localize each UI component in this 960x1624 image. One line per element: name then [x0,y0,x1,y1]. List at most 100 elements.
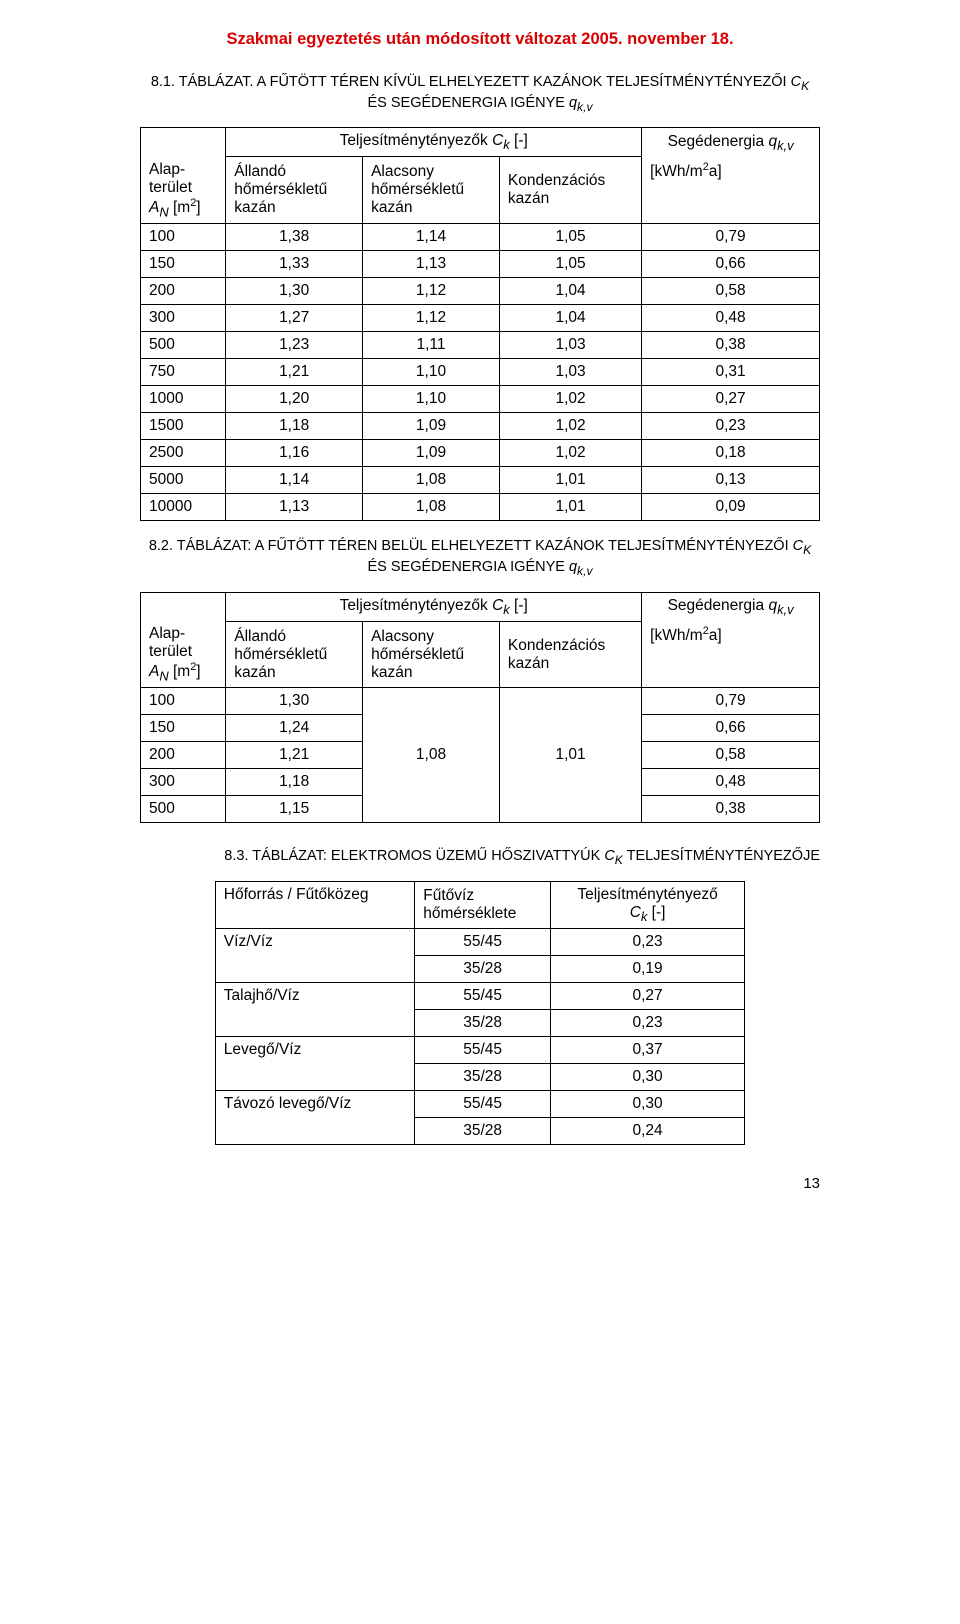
table-cell: 1,15 [226,796,363,823]
table-cell: 1,02 [499,413,641,440]
table-row: 1001,301,081,010,79 [141,688,820,715]
t1-h-const-a: Állandó [234,163,286,180]
caption-1-q-var: q [569,95,577,111]
table-cell: 0,58 [642,278,820,305]
table-cell: 1,12 [363,305,500,332]
t1-h-area: Alap- terület AN [m2] [141,157,226,224]
table-cell: 1,01 [499,467,641,494]
table-cell: 1,13 [363,251,500,278]
caption-3-ck-sub: K [615,853,623,867]
table-cell: 0,23 [550,1009,744,1036]
table-cell: 1,16 [226,440,363,467]
t1-h-low-a: Alacsony [371,163,434,180]
table-cell: 300 [141,305,226,332]
caption-2-ck-var: C [793,538,803,554]
caption-2-text-b: ÉS SEGÉDENERGIA IGÉNYE [368,559,569,575]
table-cell: 1,08 [363,467,500,494]
table-3-caption: 8.3. TÁBLÁZAT: ELEKTROMOS ÜZEMŰ HŐSZIVAT… [140,847,820,868]
table-cell: 0,19 [550,955,744,982]
t2-h-kwh-b: a] [709,627,722,644]
table-cell: 1,14 [226,467,363,494]
t2-h-aux-sub: k,v [777,602,794,617]
table-2-header-row-1: Teljesítménytényezők Ck [-] Segédenergia… [141,592,820,621]
table-cell: 300 [141,769,226,796]
table-cell: 35/28 [415,1117,551,1144]
table-cell: 1,38 [226,224,363,251]
table-cell: 55/45 [415,1036,551,1063]
t1-h-cond-a: Kondenzációs [508,172,605,189]
table-cell: 35/28 [415,1009,551,1036]
caption-1-ck-sub: K [801,79,809,93]
table-cell: 0,48 [642,769,820,796]
table-2-body: 1001,301,081,010,791501,240,662001,210,5… [141,688,820,823]
table-row: Talajhő/Víz55/450,27 [215,982,744,1009]
table-row: 3001,271,121,040,48 [141,305,820,332]
table-cell: 1,27 [226,305,363,332]
table-cell: 1,05 [499,224,641,251]
caption-1-text-b: ÉS SEGÉDENERGIA IGÉNYE [368,95,569,111]
table-cell-merged: 1,08 [363,688,500,823]
t1-h-area-a: Alap- [149,161,185,178]
t2-h-area-a: Alap- [149,625,185,642]
table-cell: 1,01 [499,494,641,521]
t1-h-perf-label: Teljesítménytényezők [340,132,493,149]
table-cell: 1,03 [499,332,641,359]
table-cell: 1,08 [363,494,500,521]
table-cell: 1,24 [226,715,363,742]
caption-2-text-a: A FŰTÖTT TÉREN BELÜL ELHELYEZETT KAZÁNOK… [251,538,792,554]
t1-h-aux: Segédenergia qk,v [642,128,820,157]
table-cell: 100 [141,688,226,715]
table-2-caption: 8.2. TÁBLÁZAT: A FŰTÖTT TÉREN BELÜL ELHE… [140,537,820,579]
table-cell: 1,04 [499,278,641,305]
t2-h-cond-b: kazán [508,655,549,672]
table-cell: 1,30 [226,688,363,715]
table-cell: 35/28 [415,955,551,982]
table-cell: 1,23 [226,332,363,359]
table-cell: 1,12 [363,278,500,305]
t2-h-area: Alap- terület AN [m2] [141,621,226,688]
t1-h-perf-var: C [492,132,503,149]
table-row: Víz/Víz55/450,23 [215,928,744,955]
table-3-header-row: Hőforrás / Fűtőközeg Fűtővíz hőmérséklet… [215,881,744,928]
table-cell: 1,03 [499,359,641,386]
t1-h-kwh-b: a] [709,163,722,180]
table-cell: 150 [141,251,226,278]
table-cell: 1,02 [499,386,641,413]
table-cell: 0,31 [642,359,820,386]
table-cell: 500 [141,796,226,823]
t1-h-area-c-sub: N [159,204,168,219]
table-cell: 1,09 [363,413,500,440]
t2-h-const-c: kazán [234,664,275,681]
table-cell: 0,37 [550,1036,744,1063]
table-cell: 500 [141,332,226,359]
table-row: 7501,211,101,030,31 [141,359,820,386]
table-cell-source: Levegő/Víz [215,1036,414,1090]
table-cell: 35/28 [415,1063,551,1090]
t2-h-const-a: Állandó [234,628,286,645]
table-cell: 1,18 [226,769,363,796]
table-row: Távozó levegő/Víz55/450,30 [215,1090,744,1117]
table-cell-source: Víz/Víz [215,928,414,982]
table-row: Levegő/Víz55/450,37 [215,1036,744,1063]
t2-h-perf-label: Teljesítménytényezők [340,597,493,614]
caption-2-q-sub: k,v [577,564,592,578]
t1-h-kwh: [kWh/m2a] [642,157,820,224]
table-cell: 0,79 [642,688,820,715]
table-row: 5001,231,111,030,38 [141,332,820,359]
table-cell: 0,18 [642,440,820,467]
table-cell: 0,23 [642,413,820,440]
table-cell: 0,38 [642,796,820,823]
table-cell: 0,27 [550,982,744,1009]
t2-h-area-c: A [149,663,159,680]
t2-h-cond: Kondenzációs kazán [499,621,641,688]
t1-h-const: Állandó hőmérsékletű kazán [226,157,363,224]
table-cell: 1,02 [499,440,641,467]
t2-h-perf-var: C [492,597,503,614]
t3-h-src: Hőforrás / Fűtőközeg [215,881,414,928]
t2-h-low-c: kazán [371,664,412,681]
t1-h-aux-sub: k,v [777,138,794,153]
caption-1-q: qk,v [569,95,593,111]
table-cell: 1,04 [499,305,641,332]
t1-h-perf-unit: [-] [510,132,528,149]
table-row: 15001,181,091,020,23 [141,413,820,440]
